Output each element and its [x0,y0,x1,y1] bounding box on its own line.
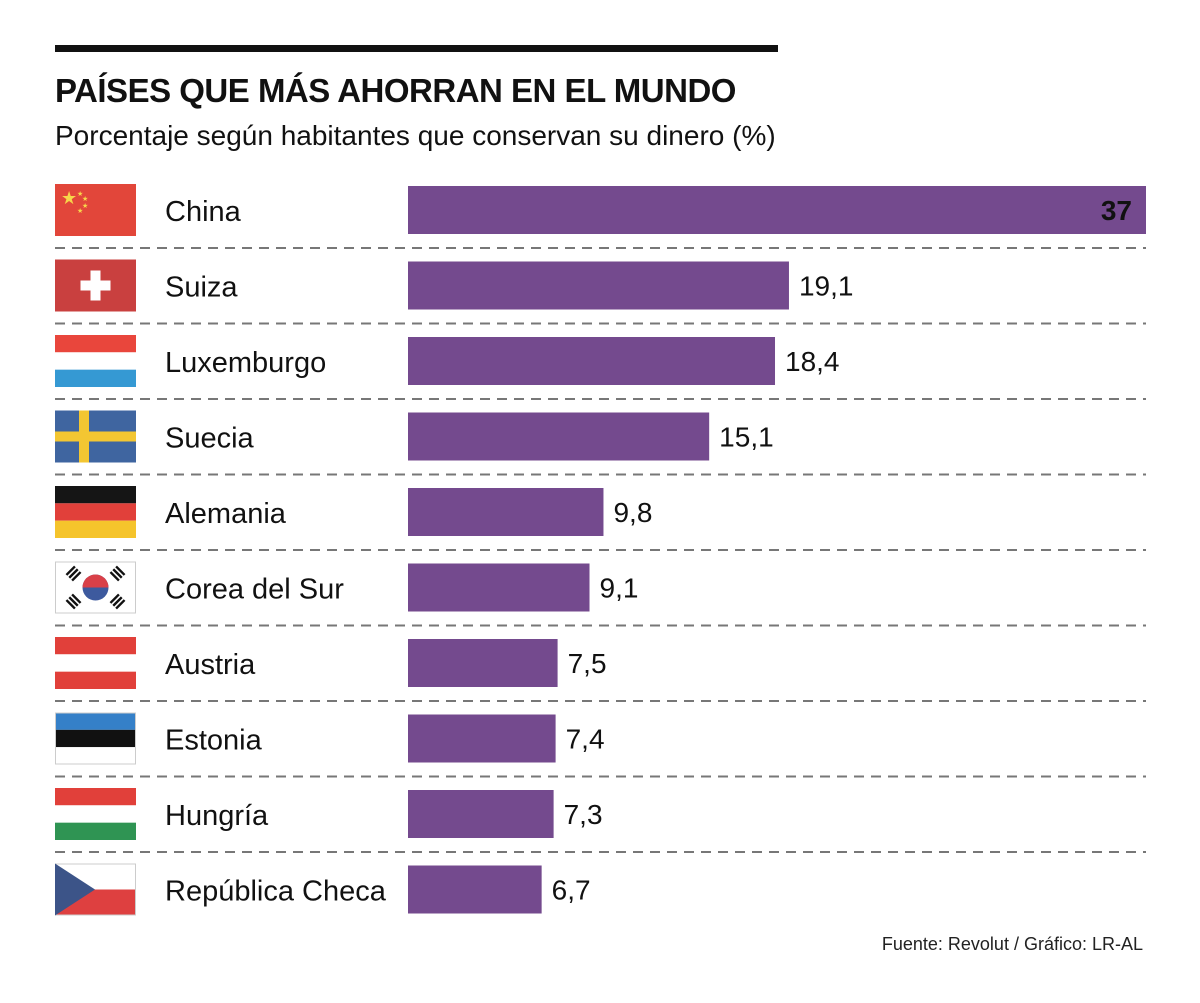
value-label: 18,4 [785,346,840,377]
bar [408,563,590,612]
china-flag-icon: ★ ★★★★ [55,184,136,236]
bar [408,865,542,914]
bar [408,261,789,310]
bar [408,639,558,687]
bar-row: Corea del Sur 9,1 [55,561,639,614]
category-label: Corea del Sur [165,574,344,606]
bar [408,488,604,536]
bar-row: Luxemburgo 18,4 [55,335,840,387]
bar [408,337,776,385]
svg-text:★: ★ [77,207,83,215]
category-label: Estonia [165,725,263,757]
czech-republic-flag-icon [55,863,136,916]
chart-subtitle: Porcentaje según habitantes que conserva… [55,120,776,151]
category-label: Suiza [165,272,238,304]
bar-row: Estonia 7,4 [55,712,605,765]
category-label: China [165,196,242,228]
category-label: Alemania [165,498,287,530]
bar [408,790,554,838]
svg-text:★: ★ [82,195,88,203]
luxembourg-flag-icon [55,335,136,387]
category-label: Suecia [165,423,255,455]
bar-row: Austria 7,5 [55,637,607,689]
category-label: Austria [165,649,256,681]
sweden-flag-icon [55,410,136,463]
value-label: 7,3 [564,799,603,830]
bar-row: Suecia 15,1 [55,410,774,463]
germany-flag-icon [55,486,136,538]
value-label: 19,1 [799,271,854,302]
value-label: 37 [1101,195,1132,226]
value-label: 7,5 [568,648,607,679]
estonia-flag-icon [55,712,136,765]
svg-text:★: ★ [82,202,88,210]
value-label: 15,1 [719,422,774,453]
bar-row: ★ ★★★★ China 37 [55,184,1146,236]
svg-text:★: ★ [61,188,77,208]
bar-row: Alemania 9,8 [55,486,652,538]
category-label: República Checa [165,876,387,908]
bar [408,412,710,461]
value-label: 9,1 [600,573,639,604]
bar [408,186,1146,234]
hungary-flag-icon [55,788,136,840]
source-note: Fuente: Revolut / Gráfico: LR-AL [881,934,1143,954]
value-label: 7,4 [566,724,605,755]
bar-row: República Checa 6,7 [55,863,591,916]
bar-row: Suiza 19,1 [55,259,854,312]
value-label: 9,8 [613,497,652,528]
category-label: Hungría [165,800,269,832]
switzerland-flag-icon [55,259,136,312]
south-korea-flag-icon [55,561,136,614]
value-label: 6,7 [552,875,591,906]
chart-title: PAÍSES QUE MÁS AHORRAN EN EL MUNDO [55,72,736,109]
bar [408,714,556,763]
category-label: Luxemburgo [165,347,326,379]
bar-row: Hungría 7,3 [55,788,603,840]
svg-text:★: ★ [77,190,83,198]
austria-flag-icon [55,637,136,689]
top-rule [55,45,778,52]
